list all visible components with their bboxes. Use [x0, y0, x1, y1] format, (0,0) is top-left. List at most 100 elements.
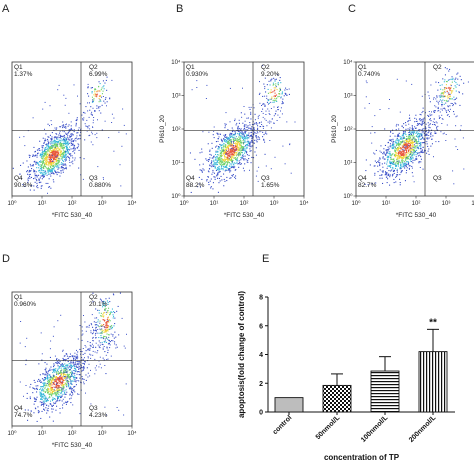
scatter-dot — [388, 165, 390, 167]
scatter-dot — [251, 138, 253, 140]
scatter-dot — [53, 137, 55, 139]
scatter-dot — [106, 101, 108, 103]
scatter-dot — [56, 378, 58, 380]
scatter-dot — [224, 123, 226, 125]
scatter-dot — [83, 119, 85, 121]
scatter-dot — [75, 122, 77, 124]
scatter-dot — [379, 169, 381, 171]
scatter-dot — [259, 126, 261, 128]
scatter-dot — [34, 173, 36, 175]
scatter-dot — [89, 109, 91, 111]
scatter-dot — [229, 132, 231, 134]
scatter-dot — [395, 139, 397, 141]
scatter-dot — [39, 374, 41, 376]
scatter-dot — [37, 385, 39, 387]
scatter-dot — [226, 167, 228, 169]
scatter-dot — [54, 379, 56, 381]
scatter-dot — [50, 145, 52, 147]
scatter-dot — [52, 146, 54, 148]
scatter-dot — [266, 133, 268, 135]
scatter-dot — [253, 133, 255, 135]
scatter-dot — [434, 131, 436, 133]
scatter-dot — [45, 158, 47, 160]
scatter-dot — [70, 125, 72, 127]
scatter-dot — [412, 141, 414, 143]
scatter-dot — [60, 381, 62, 383]
scatter-dot — [64, 390, 66, 392]
scatter-dot — [209, 180, 211, 182]
scatter-dot — [406, 139, 408, 140]
scatter-dot — [90, 106, 92, 108]
scatter-dot — [246, 126, 248, 128]
scatter-dot — [46, 156, 48, 158]
scatter-dot — [63, 137, 65, 139]
scatter-dot — [445, 102, 447, 104]
scatter-dot — [51, 160, 53, 162]
scatter-dot — [415, 152, 417, 154]
scatter-dot — [228, 151, 230, 153]
scatter-dot — [63, 154, 65, 156]
scatter-dot — [63, 124, 65, 126]
scatter-dot — [454, 78, 456, 80]
scatter-dot — [230, 152, 232, 154]
scatter-dot — [64, 152, 66, 154]
scatter-dot — [56, 389, 58, 391]
scatter-dot — [48, 391, 50, 393]
scatter-dot — [233, 145, 235, 146]
quadrant-value-q3: 0.880% — [89, 182, 111, 189]
scatter-dot — [427, 91, 429, 93]
scatter-dot — [408, 140, 410, 142]
scatter-dot — [67, 400, 69, 402]
scatter-dot — [228, 145, 230, 147]
scatter-dot — [444, 108, 446, 110]
scatter-dot — [108, 307, 110, 309]
scatter-dot — [59, 376, 61, 378]
scatter-dot — [63, 373, 65, 375]
scatter-dot — [425, 123, 427, 125]
scatter-dot — [389, 135, 391, 137]
scatter-dot — [211, 173, 213, 175]
scatter-dot — [425, 133, 427, 135]
scatter-dot — [50, 382, 52, 384]
scatter-dot — [92, 100, 94, 102]
scatter-dot — [220, 175, 222, 177]
scatter-dot — [44, 373, 46, 375]
scatter-dot — [403, 147, 405, 149]
scatter-dot — [418, 138, 420, 140]
scatter-dot — [87, 126, 89, 128]
scatter-dot — [56, 385, 58, 387]
quadrant-name-q2: Q2 — [261, 64, 270, 71]
scatter-dot — [62, 381, 64, 383]
scatter-dot — [107, 302, 109, 304]
scatter-dot — [408, 163, 410, 165]
scatter-dot — [44, 362, 46, 364]
scatter-dot — [412, 143, 414, 145]
scatter-dot — [426, 133, 428, 135]
scatter-dot — [251, 131, 253, 133]
scatter-dot — [396, 154, 398, 156]
scatter-dot — [226, 161, 228, 163]
scatter-dot — [245, 136, 247, 138]
scatter-dot — [243, 158, 245, 160]
scatter-dot — [42, 386, 44, 388]
scatter-dot — [267, 88, 269, 90]
quadrant-name-q2: Q2 — [89, 64, 98, 71]
scatter-dot — [391, 147, 393, 149]
scatter-dot — [234, 120, 236, 122]
scatter-dot — [113, 150, 115, 152]
scatter-dot — [243, 128, 245, 130]
scatter-dot — [257, 136, 259, 138]
scatter-dot — [272, 101, 274, 103]
scatter-dot — [70, 383, 72, 385]
scatter-dot — [388, 148, 390, 150]
scatter-dot — [65, 374, 67, 376]
scatter-dot — [41, 154, 43, 156]
scatter-dot — [58, 397, 60, 399]
scatter-dot — [54, 390, 56, 392]
scatter-dot — [264, 106, 266, 107]
scatter-dot — [438, 115, 440, 117]
scatter-dot — [56, 383, 58, 385]
scatter-dot — [241, 133, 243, 135]
scatter-dot — [69, 364, 71, 366]
scatter-dot — [51, 395, 53, 397]
